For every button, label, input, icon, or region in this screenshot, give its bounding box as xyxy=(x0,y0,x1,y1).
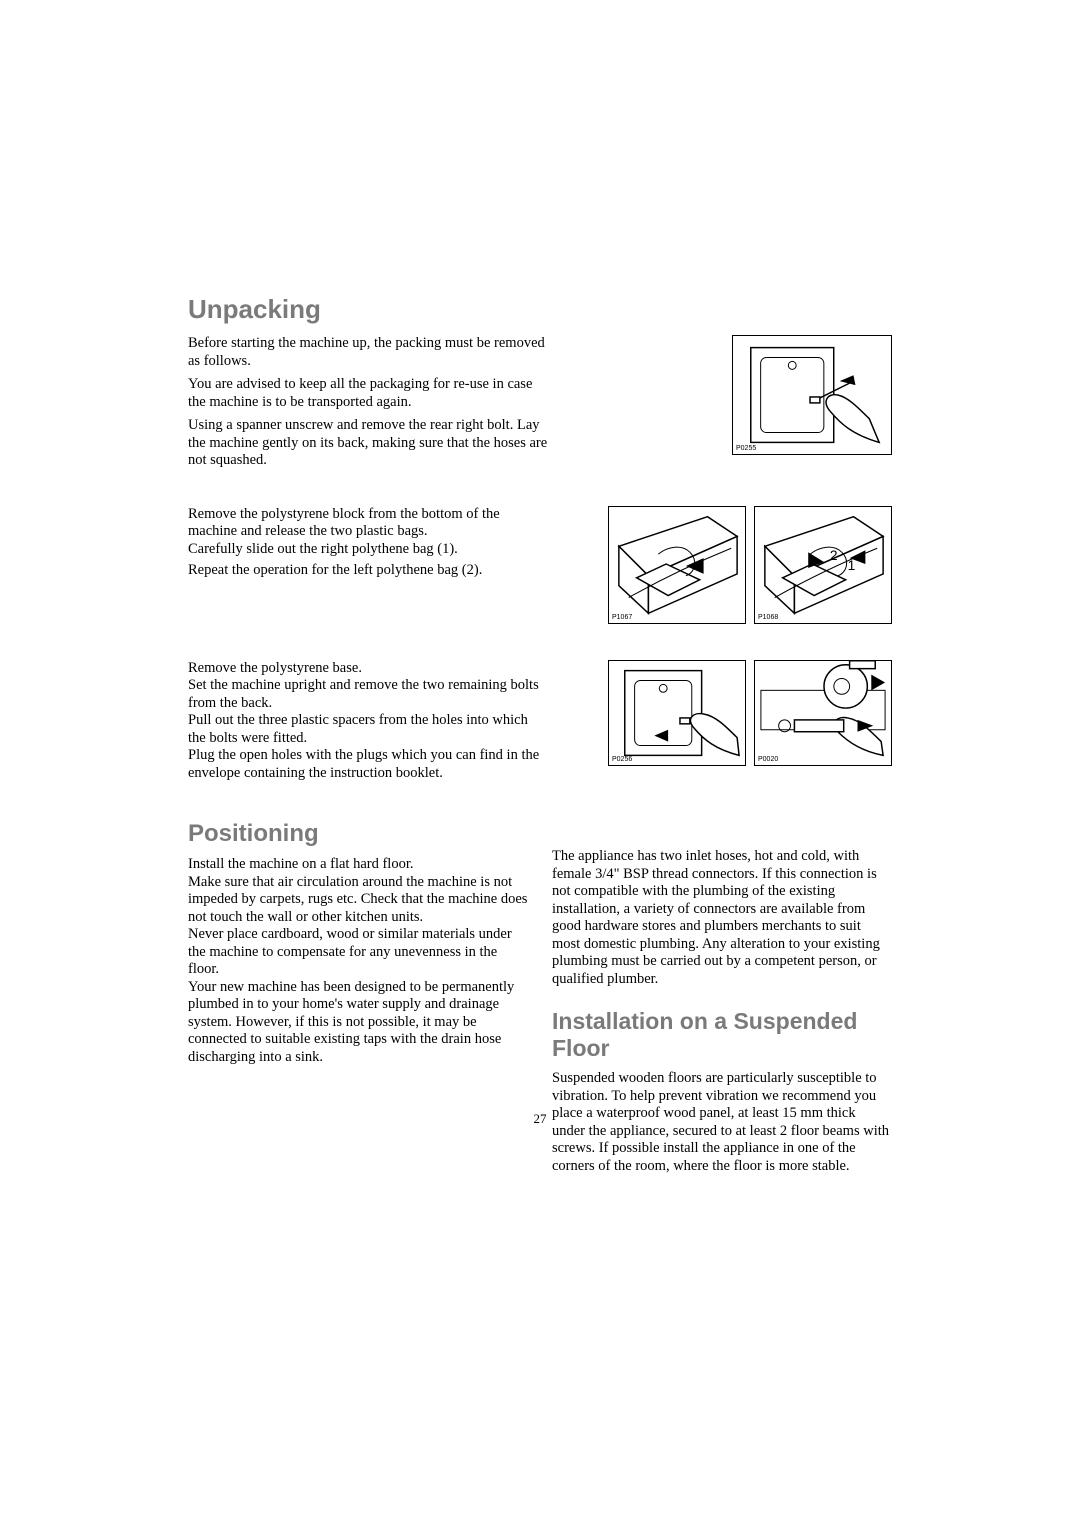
figure-unscrew-bolt: P0255 xyxy=(732,335,892,455)
figure-remove-bolts: P0256 xyxy=(608,660,746,766)
unpacking-row-1: Before starting the machine up, the pack… xyxy=(188,335,892,476)
unpacking-p6c: Pull out the three plastic spacers from … xyxy=(188,712,548,747)
figure-2a-label: P1067 xyxy=(612,614,632,621)
figure-3-row: P0256 P0020 xyxy=(608,660,892,766)
unpacking-row-3: Remove the polystyrene base. Set the mac… xyxy=(188,660,892,789)
unpacking-p1: Before starting the machine up, the pack… xyxy=(188,335,548,370)
figure-1-wrap: P0255 xyxy=(732,335,892,455)
positioning-p1d: Your new machine has been designed to be… xyxy=(188,979,528,1067)
figure-2b-label: P1068 xyxy=(758,614,778,621)
heading-suspended: Installation on a Suspended Floor xyxy=(552,1008,892,1062)
figure-1-label: P0255 xyxy=(736,445,756,452)
content-area: Unpacking Before starting the machine up… xyxy=(188,294,892,1181)
unpacking-p6b: Set the machine upright and remove the t… xyxy=(188,677,548,712)
figure-spacers-svg xyxy=(755,660,891,766)
figure-2-row: P1067 1 2 P1068 xyxy=(608,506,892,624)
figure-slide-bag-1-svg xyxy=(609,506,745,624)
positioning-p1a: Install the machine on a flat hard floor… xyxy=(188,856,528,874)
figure-slide-bag-2: 1 2 P1068 xyxy=(754,506,892,624)
figure-slide-bag-2-svg: 1 2 xyxy=(755,506,891,624)
unpacking-base-text: Remove the polystyrene base. Set the mac… xyxy=(188,660,548,789)
positioning-p2: The appliance has two inlet hoses, hot a… xyxy=(552,848,892,988)
unpacking-p4b: Carefully slide out the right polythene … xyxy=(188,541,548,559)
page: Unpacking Before starting the machine up… xyxy=(0,0,1080,1527)
unpacking-p6a: Remove the polystyrene base. xyxy=(188,660,548,678)
unpacking-intro: Before starting the machine up, the pack… xyxy=(188,335,548,476)
fig2b-num-2: 2 xyxy=(830,548,838,563)
figure-3a-label: P0256 xyxy=(612,756,632,763)
unpacking-p3: Using a spanner unscrew and remove the r… xyxy=(188,417,548,470)
unpacking-row-2: Remove the polystyrene block from the bo… xyxy=(188,506,892,624)
figure-spacers: P0020 xyxy=(754,660,892,766)
figure-3b-label: P0020 xyxy=(758,756,778,763)
unpacking-p5: Repeat the operation for the left polyth… xyxy=(188,562,548,580)
positioning-p1c: Never place cardboard, wood or similar m… xyxy=(188,926,528,979)
unpacking-p2: You are advised to keep all the packagin… xyxy=(188,376,548,411)
figure-slide-bag-1: P1067 xyxy=(608,506,746,624)
figure-unscrew-bolt-svg xyxy=(733,335,891,455)
positioning-p1b: Make sure that air circulation around th… xyxy=(188,874,528,927)
heading-unpacking: Unpacking xyxy=(188,294,892,325)
page-number: 27 xyxy=(0,1111,1080,1127)
unpacking-bags-text: Remove the polystyrene block from the bo… xyxy=(188,506,548,586)
unpacking-p6d: Plug the open holes with the plugs which… xyxy=(188,747,548,782)
heading-positioning: Positioning xyxy=(188,820,528,848)
unpacking-p4a: Remove the polystyrene block from the bo… xyxy=(188,506,548,541)
figure-remove-bolts-svg xyxy=(609,660,745,766)
